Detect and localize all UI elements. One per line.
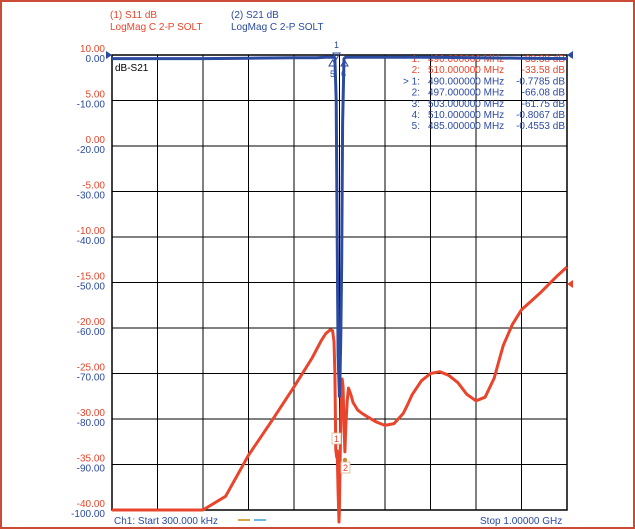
marker-row-freq: 490.000000 MHz: [428, 54, 504, 65]
marker-row-value: -0.8067 dB: [516, 110, 565, 121]
s21-trace-line[interactable]: [112, 55, 568, 398]
top-marker-6-label[interactable]: 6: [341, 69, 346, 79]
marker-row-label: 3:: [412, 99, 420, 110]
traces: [112, 55, 569, 524]
s11-y-tick-label: -10.00: [77, 226, 106, 237]
marker-row-freq: 490.000000 MHz: [428, 76, 504, 87]
marker-row-freq: 485.000000 MHz: [428, 121, 504, 132]
trace1-format[interactable]: LogMag C 2-P SOLT: [110, 22, 202, 33]
top-marker-triangle-1[interactable]: [332, 52, 341, 60]
marker-row-value: -66.08 dB: [522, 88, 566, 99]
s11-y-tick-label: 0.00: [86, 135, 106, 146]
top-marker-5-label[interactable]: 5: [330, 69, 335, 79]
s11-y-tick-label: -25.00: [77, 363, 106, 374]
s11-marker-2-dot[interactable]: [342, 457, 348, 463]
top-marker-1-label[interactable]: 1: [334, 40, 339, 50]
s21-y-tick-label: -90.00: [77, 464, 106, 475]
marker-row-label: 5:: [412, 121, 420, 132]
top-marker-triangle-5[interactable]: [328, 59, 337, 67]
s11-y-tick-label: 10.00: [80, 44, 105, 55]
s21-y-tick-label: -80.00: [77, 418, 106, 429]
s21-y-tick-label: -20.00: [77, 145, 106, 156]
marker-row-value: -61.75 dB: [522, 99, 566, 110]
marker-row-freq: 510.000000 MHz: [428, 110, 504, 121]
s21-y-tick-label: -100.00: [71, 509, 105, 520]
trace1-label[interactable]: (1) S11 dB: [110, 10, 157, 21]
y-tick-labels: 10.000.005.00-10.000.00-20.00-5.00-30.00…: [71, 44, 105, 520]
s11-y-tick-label: -40.00: [77, 499, 106, 510]
marker-row-value: -0.4553 dB: [516, 121, 565, 132]
marker-row-freq: 503.000000 MHz: [428, 99, 504, 110]
marker-row-value: -33.58 dB: [522, 65, 566, 76]
sweep-start-label: Ch1: Start 300.000 kHz: [114, 516, 218, 527]
sweep-stop-label: Stop 1.00000 GHz: [480, 516, 562, 527]
s21-right-reference-arrow[interactable]: [567, 51, 573, 59]
s11-y-tick-label: -5.00: [82, 181, 105, 192]
s21-y-tick-label: -50.00: [77, 282, 106, 293]
s21-y-tick-label: 0.00: [86, 54, 106, 65]
s11-y-tick-label: -20.00: [77, 317, 106, 328]
s11-right-reference-arrow[interactable]: [567, 280, 573, 288]
marker-row-label: 1:: [412, 54, 420, 65]
s11-marker-2-label[interactable]: 2: [343, 463, 348, 473]
marker-row-value: -0.7785 dB: [516, 76, 565, 87]
marker-row-label: 4:: [412, 110, 420, 121]
s11-y-tick-label: -30.00: [77, 408, 106, 419]
s11-trace-line[interactable]: [112, 265, 569, 524]
marker-row-label: 2:: [412, 65, 420, 76]
s21-left-reference-arrow[interactable]: [106, 51, 112, 59]
s21-y-tick-label: -30.00: [77, 191, 106, 202]
marker-table: 1: 490.000000 MHz -33.38 dB2: 510.000000 MH…: [403, 54, 565, 132]
marker-row-freq: 497.000000 MHz: [428, 88, 504, 99]
s21-y-tick-label: -70.00: [77, 373, 106, 384]
active-trace-label: dB-S21: [115, 63, 149, 74]
top-marker-triangle-6[interactable]: [340, 59, 349, 67]
s21-y-tick-label: -40.00: [77, 236, 106, 247]
s11-y-tick-label: -15.00: [77, 272, 106, 283]
s11-marker-1-label[interactable]: 1: [334, 434, 339, 444]
s11-y-tick-label: -35.00: [77, 454, 106, 465]
s11-marker-1-box: [331, 432, 342, 445]
s21-y-tick-label: -60.00: [77, 327, 106, 338]
marker-row-label: 2:: [412, 88, 420, 99]
s11-y-tick-label: 5.00: [86, 90, 106, 101]
marker-row-label: > 1:: [403, 76, 420, 87]
marker-row-freq: 510.000000 MHz: [428, 65, 504, 76]
trace2-format[interactable]: LogMag C 2-P SOLT: [231, 22, 323, 33]
s21-y-tick-label: -10.00: [77, 100, 106, 111]
trace2-label[interactable]: (2) S21 dB: [231, 10, 279, 21]
